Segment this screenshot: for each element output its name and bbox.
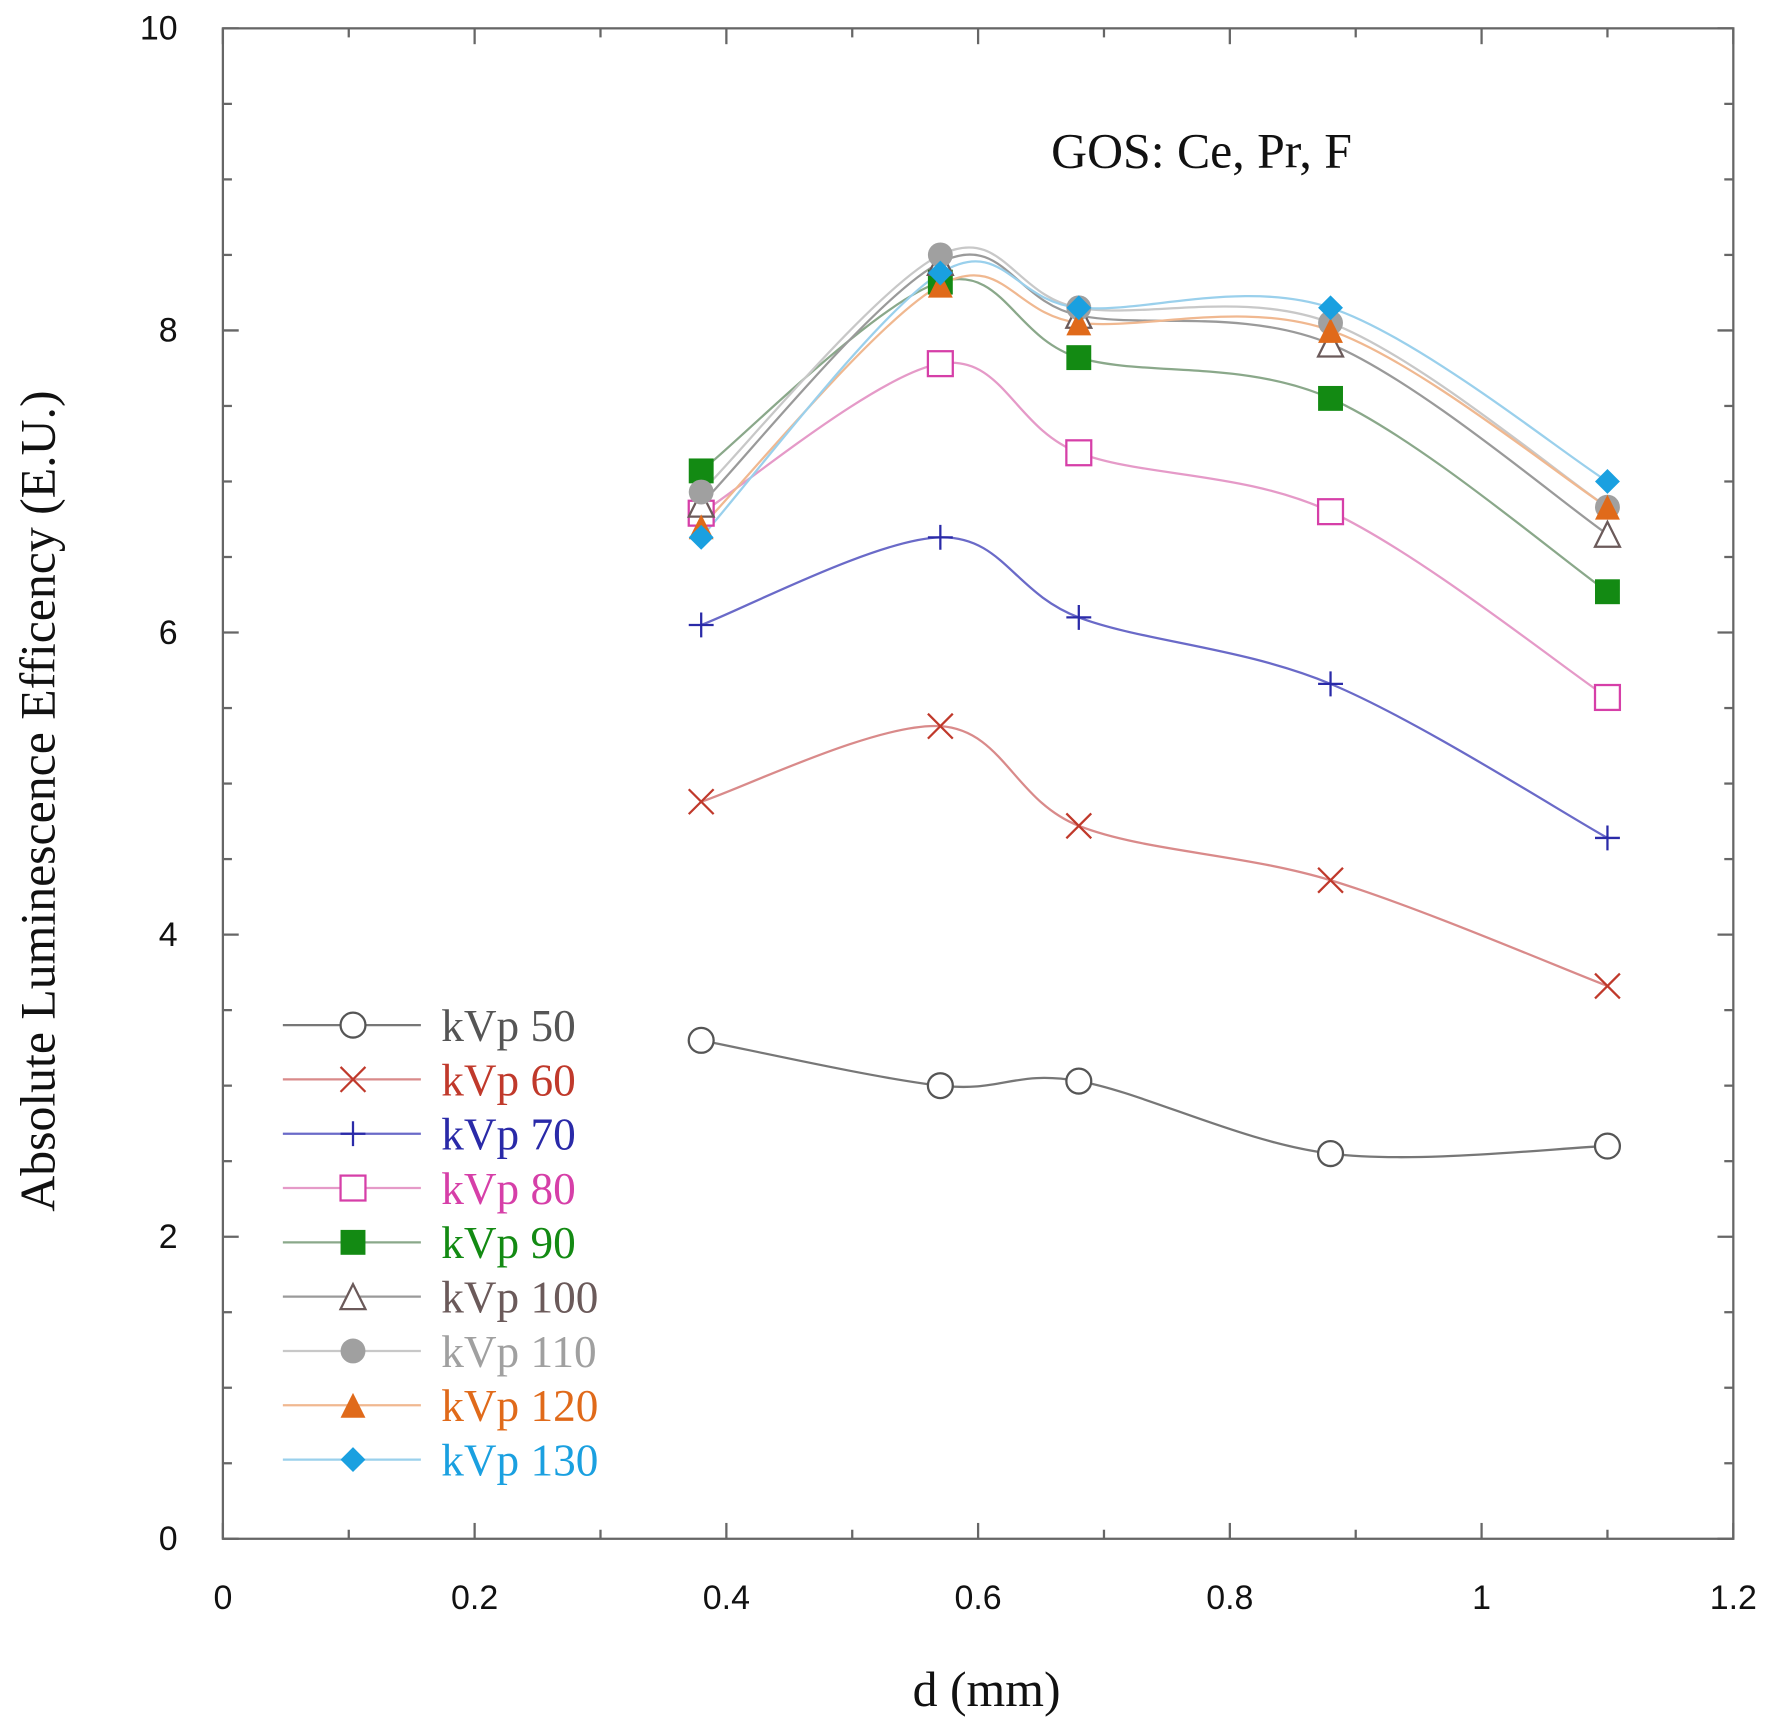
series-line (700, 725, 1608, 988)
y-tick-labels: 0 2 4 6 8 10 (140, 10, 178, 1558)
diamond-marker (1318, 295, 1343, 321)
legend-item: kVp 100 (282, 1272, 598, 1322)
legend-label: kVp 50 (441, 1001, 576, 1051)
x-tick-label: 1.2 (1710, 1579, 1757, 1617)
plus-marker (1066, 604, 1092, 630)
series-markers (686, 242, 1622, 1168)
legend-item: kVp 130 (282, 1435, 598, 1485)
x-tick-label: 0.6 (955, 1579, 1002, 1617)
legend-label: kVp 130 (441, 1435, 598, 1485)
y-tick-label: 2 (159, 1218, 178, 1256)
square-marker (340, 1229, 366, 1255)
diamond-marker (1066, 295, 1092, 321)
plus-marker (927, 524, 953, 550)
series-line (700, 1039, 1608, 1159)
legend-label: kVp 110 (441, 1327, 596, 1377)
triangle-open-marker (1316, 329, 1345, 358)
circle-open-marker (339, 1011, 367, 1039)
x-marker (927, 712, 954, 740)
legend-item: kVp 110 (282, 1327, 597, 1377)
triangle-marker (340, 1392, 366, 1418)
x-marker (1065, 812, 1093, 840)
diamond-marker (1595, 469, 1620, 494)
x-tick-label: 0.2 (451, 1579, 498, 1617)
series-line (700, 260, 1609, 539)
diamond-marker (340, 1447, 366, 1473)
series-line (700, 278, 1609, 593)
triangle-marker (1318, 317, 1343, 343)
legend-item: kVp 90 (282, 1218, 576, 1268)
x-axis-label: d (mm) (913, 1662, 1061, 1717)
y-axis-label: Absolute Luminescence Efficency (E.U.) (10, 390, 65, 1211)
plus-marker (1595, 825, 1620, 851)
triangle-open-marker (1593, 519, 1622, 548)
legend-label: kVp 70 (441, 1110, 576, 1160)
y-tick-label: 6 (159, 614, 178, 652)
legend-label: kVp 90 (441, 1218, 576, 1268)
y-tick-label: 10 (140, 10, 178, 48)
legend-label: kVp 120 (441, 1381, 598, 1431)
legend-item: kVp 60 (282, 1055, 576, 1105)
square-marker (688, 458, 714, 484)
circle-marker (340, 1338, 366, 1364)
series-line (700, 253, 1609, 536)
legend-label: kVp 80 (441, 1164, 576, 1214)
y-tick-label: 0 (159, 1520, 178, 1558)
legend-label: kVp 60 (441, 1055, 576, 1105)
circle-marker (688, 479, 714, 505)
x-tick-label: 1 (1472, 1579, 1491, 1617)
x-marker (1594, 972, 1621, 1000)
triangle-open-marker (338, 1281, 368, 1311)
diamond-marker (688, 524, 714, 550)
chart-title: GOS: Ce, Pr, F (1051, 124, 1352, 179)
square-marker (1595, 579, 1620, 605)
square-open-marker (926, 350, 954, 378)
square-marker (1318, 385, 1343, 411)
x-tick-labels: 0 0.2 0.4 0.6 0.8 1 1.2 (213, 1579, 1756, 1617)
legend-label: kVp 100 (441, 1272, 598, 1322)
series-line (700, 361, 1609, 699)
legend-item: kVp 50 (282, 1001, 576, 1051)
square-open-marker (1316, 498, 1345, 526)
circle-open-marker (1065, 1067, 1093, 1095)
triangle-marker (1595, 494, 1620, 520)
circle-open-marker (1593, 1132, 1622, 1160)
square-open-marker (339, 1174, 367, 1202)
x-marker (1317, 866, 1344, 894)
circle-open-marker (926, 1072, 954, 1100)
x-marker (687, 788, 715, 815)
circle-open-marker (1316, 1140, 1345, 1168)
legend-item: kVp 120 (282, 1381, 598, 1431)
triangle-marker (1066, 310, 1092, 336)
circle-open-marker (687, 1026, 715, 1054)
axis-ticks (221, 27, 1735, 1540)
series-line (700, 536, 1609, 839)
plus-marker (1318, 671, 1343, 697)
x-tick-label: 0.8 (1206, 1579, 1253, 1617)
series-lines (700, 246, 1609, 1159)
x-tick-label: 0 (213, 1579, 232, 1617)
diamond-marker (927, 260, 953, 286)
square-marker (1066, 345, 1092, 371)
x-marker (339, 1066, 367, 1093)
plus-marker (688, 612, 714, 638)
legend-item: kVp 70 (282, 1110, 576, 1160)
y-tick-label: 4 (159, 916, 178, 954)
square-open-marker (1065, 439, 1093, 467)
square-open-marker (1593, 683, 1622, 712)
x-tick-label: 0.4 (703, 1579, 750, 1617)
plus-marker (340, 1121, 366, 1147)
legend-item: kVp 80 (282, 1164, 576, 1214)
y-tick-label: 8 (159, 312, 178, 350)
circle-marker (927, 242, 953, 268)
